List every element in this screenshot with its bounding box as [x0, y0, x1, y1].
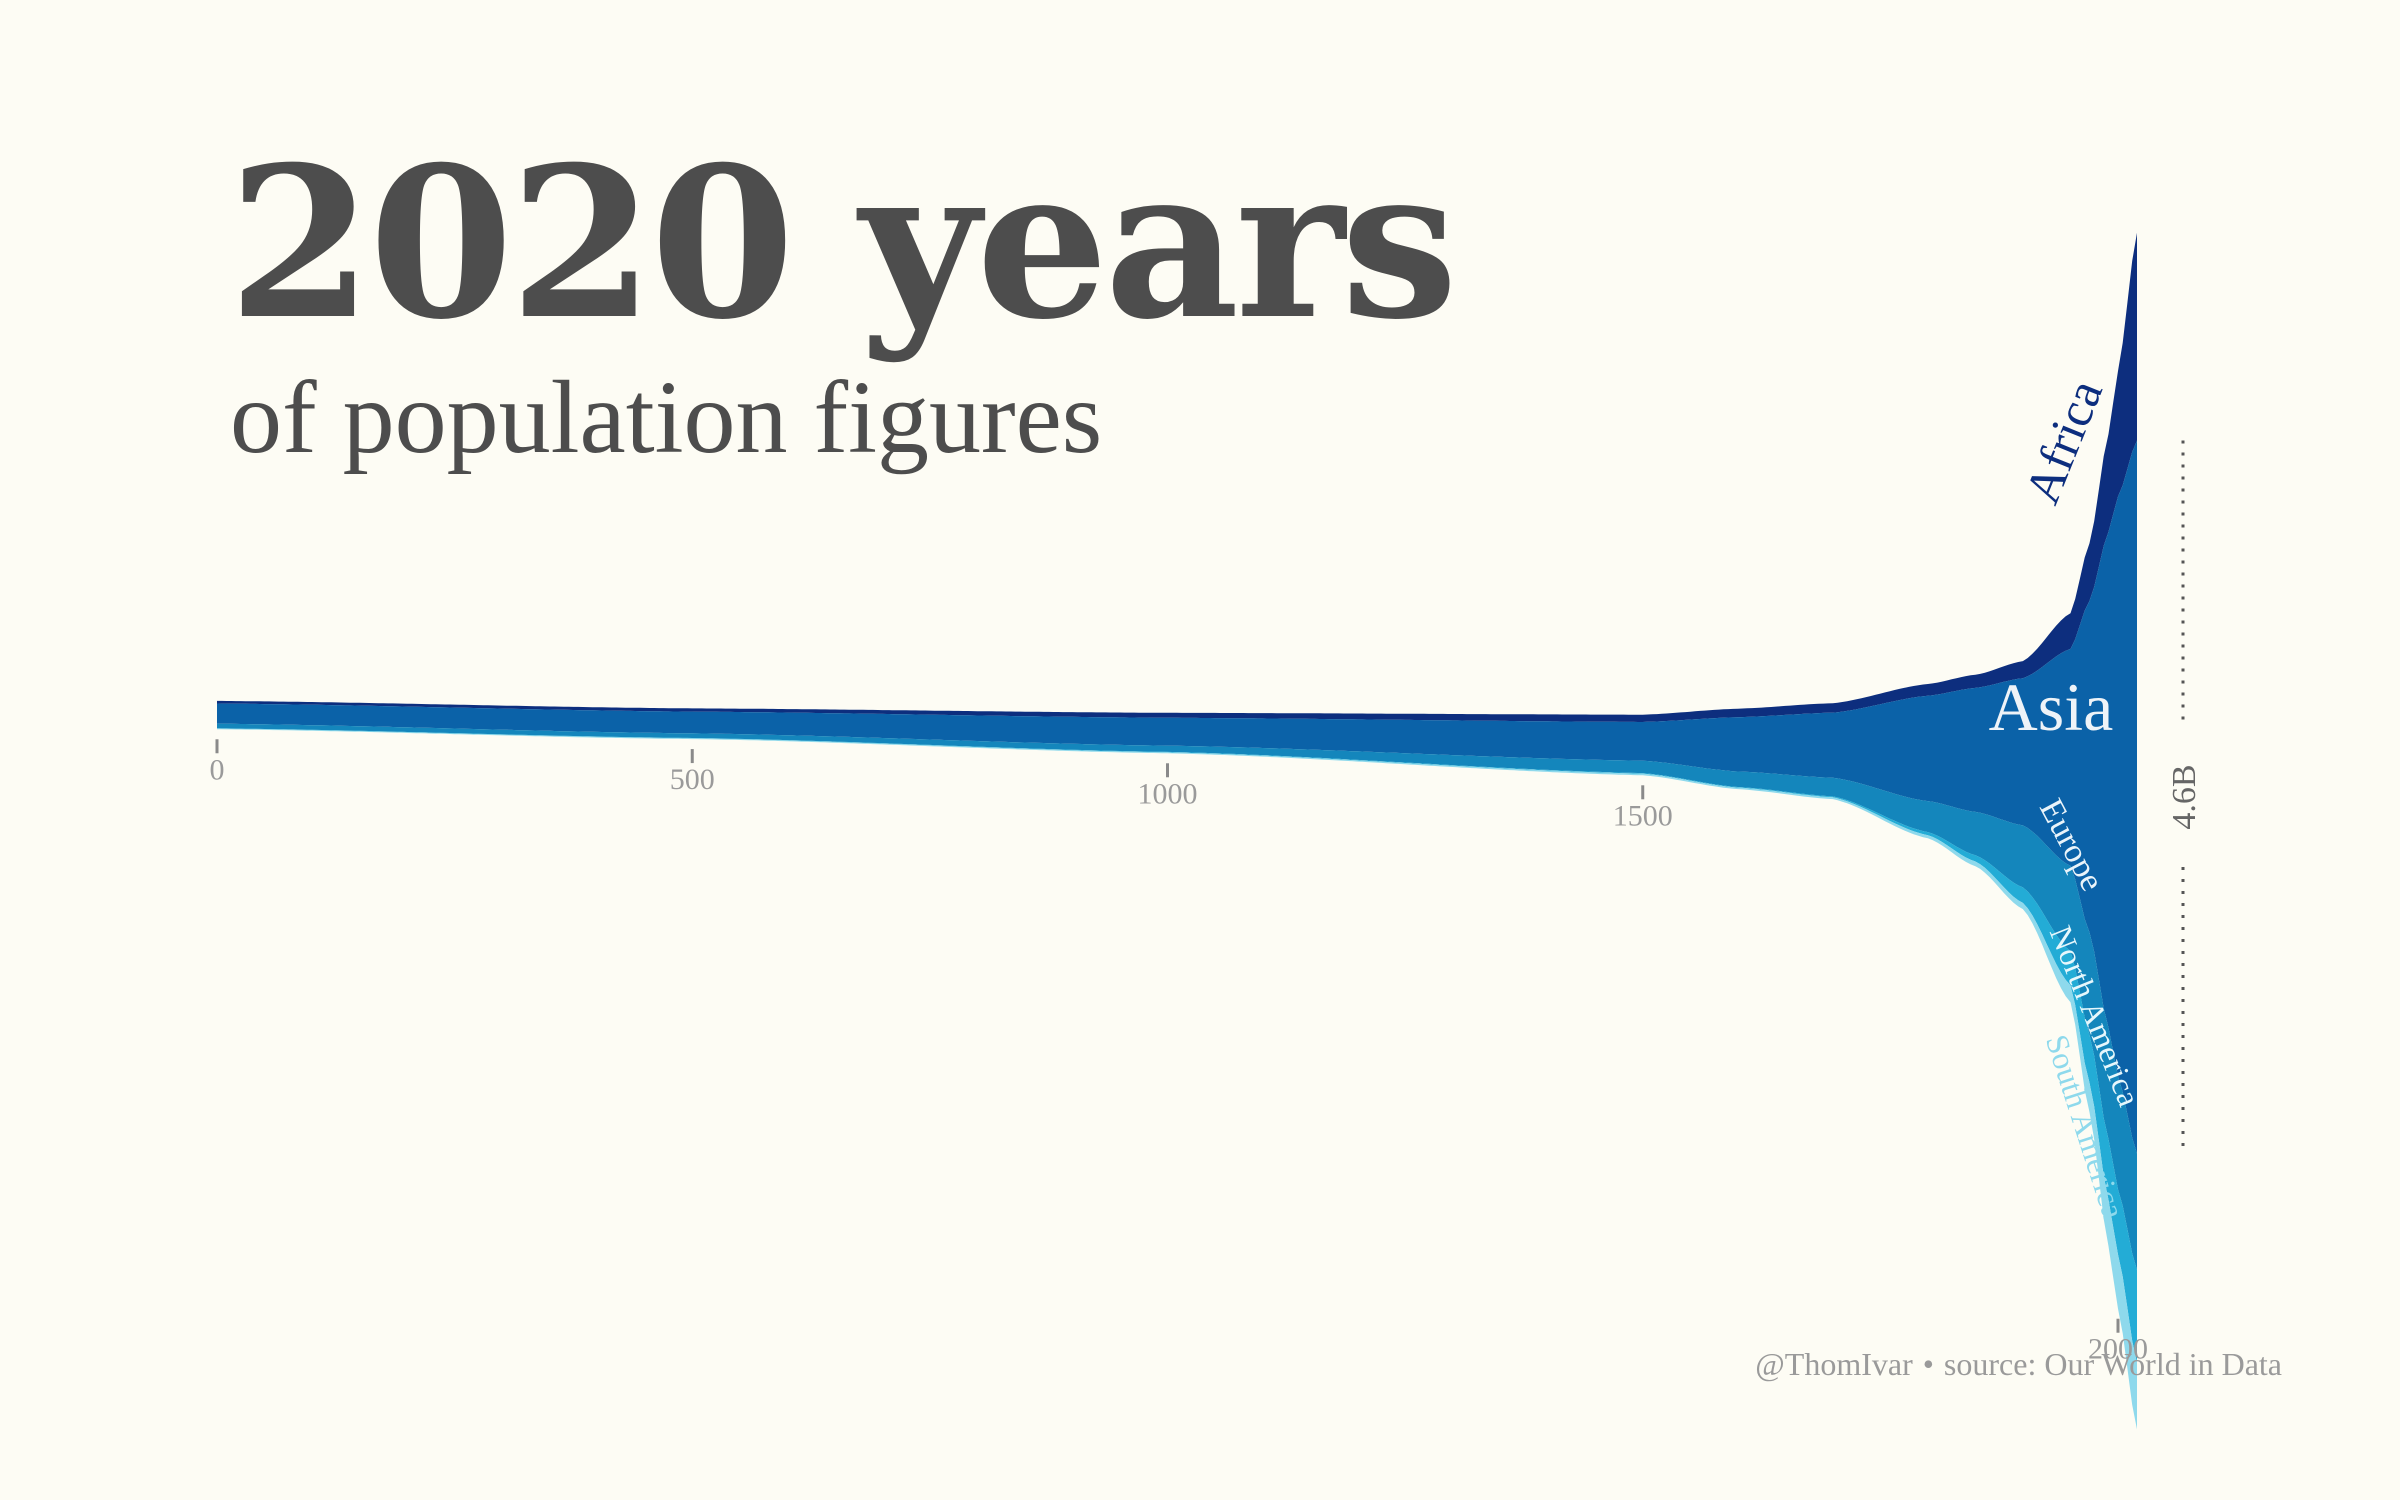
- credit-handle: @ThomIvar: [1755, 1346, 1913, 1382]
- x-tick-label-2000: 2000: [2088, 1333, 2148, 1366]
- credit-source: source: Our World in Data: [1943, 1346, 2282, 1382]
- x-tick-label-0: 0: [210, 753, 225, 786]
- marker-label: 4.6B: [2166, 764, 2203, 829]
- label-asia: Asia: [1989, 669, 2114, 745]
- credit-line: @ThomIvar • source: Our World in Data: [1755, 1346, 2282, 1383]
- x-tick-label-1000: 1000: [1137, 777, 1197, 810]
- area-south-america: [217, 728, 2137, 1430]
- credit-separator: •: [1922, 1346, 1934, 1382]
- area-north-america: [217, 728, 2137, 1363]
- chart-subtitle: of population figures: [230, 360, 1103, 475]
- x-tick-label-500: 500: [670, 763, 715, 796]
- x-tick-label-1500: 1500: [1613, 799, 1673, 832]
- chart-title: 2020 years: [228, 122, 1458, 366]
- label-africa: Africa: [2013, 372, 2113, 511]
